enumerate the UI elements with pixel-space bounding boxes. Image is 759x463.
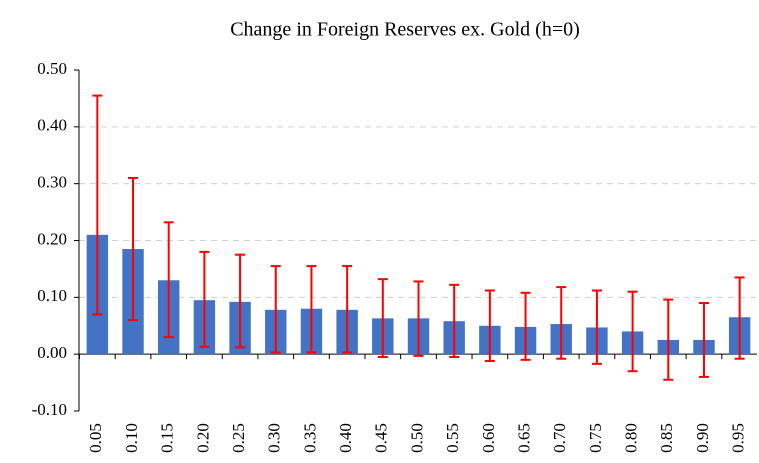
y-tick-label: 0.40 <box>37 116 67 135</box>
x-tick-label: 0.30 <box>265 423 284 453</box>
error-bar <box>413 280 424 357</box>
x-tick-label: 0.15 <box>158 423 177 453</box>
x-tick-label: 0.55 <box>443 423 462 453</box>
error-bar <box>556 286 567 360</box>
x-tick-label: 0.35 <box>300 423 319 453</box>
y-tick-label: -0.10 <box>32 400 67 419</box>
x-tick-label: 0.75 <box>586 423 605 453</box>
x-tick-label: 0.10 <box>122 423 141 453</box>
error-bar <box>92 94 103 316</box>
error-bar <box>591 289 602 365</box>
x-tick-label: 0.20 <box>193 423 212 453</box>
error-bar <box>306 265 317 354</box>
x-tick-label: 0.80 <box>622 423 641 453</box>
x-tick-label: 0.90 <box>693 423 712 453</box>
error-bar <box>270 265 281 354</box>
error-bar <box>128 176 139 322</box>
error-bar <box>163 221 174 339</box>
x-tick-label: 0.85 <box>657 423 676 453</box>
error-bar <box>235 253 246 349</box>
x-tick-label: 0.95 <box>729 423 748 453</box>
x-tick-label: 0.25 <box>229 423 248 453</box>
x-tick-label: 0.45 <box>372 423 391 453</box>
y-tick-label: 0.50 <box>37 59 67 78</box>
error-bar <box>449 283 460 359</box>
error-bar <box>199 250 210 348</box>
x-tick-label: 0.50 <box>407 423 426 453</box>
x-tick-label: 0.65 <box>514 423 533 453</box>
y-tick-label: 0.30 <box>37 173 67 192</box>
error-bar <box>627 290 638 373</box>
error-bar <box>377 278 388 359</box>
chart-title: Change in Foreign Reserves ex. Gold (h=0… <box>230 19 580 41</box>
error-bar <box>698 302 709 378</box>
error-bar <box>663 298 674 381</box>
error-bar <box>484 289 495 362</box>
error-bar <box>342 265 353 354</box>
error-bar <box>734 276 745 360</box>
y-tick-label: 0.20 <box>37 229 67 248</box>
x-tick-label: 0.05 <box>86 423 105 453</box>
x-tick-label: 0.40 <box>336 423 355 453</box>
y-tick-label: 0.10 <box>37 286 67 305</box>
y-tick-label: 0.00 <box>37 343 67 362</box>
error-bar <box>520 291 531 361</box>
x-tick-label: 0.60 <box>479 423 498 453</box>
x-tick-label: 0.70 <box>550 423 569 453</box>
